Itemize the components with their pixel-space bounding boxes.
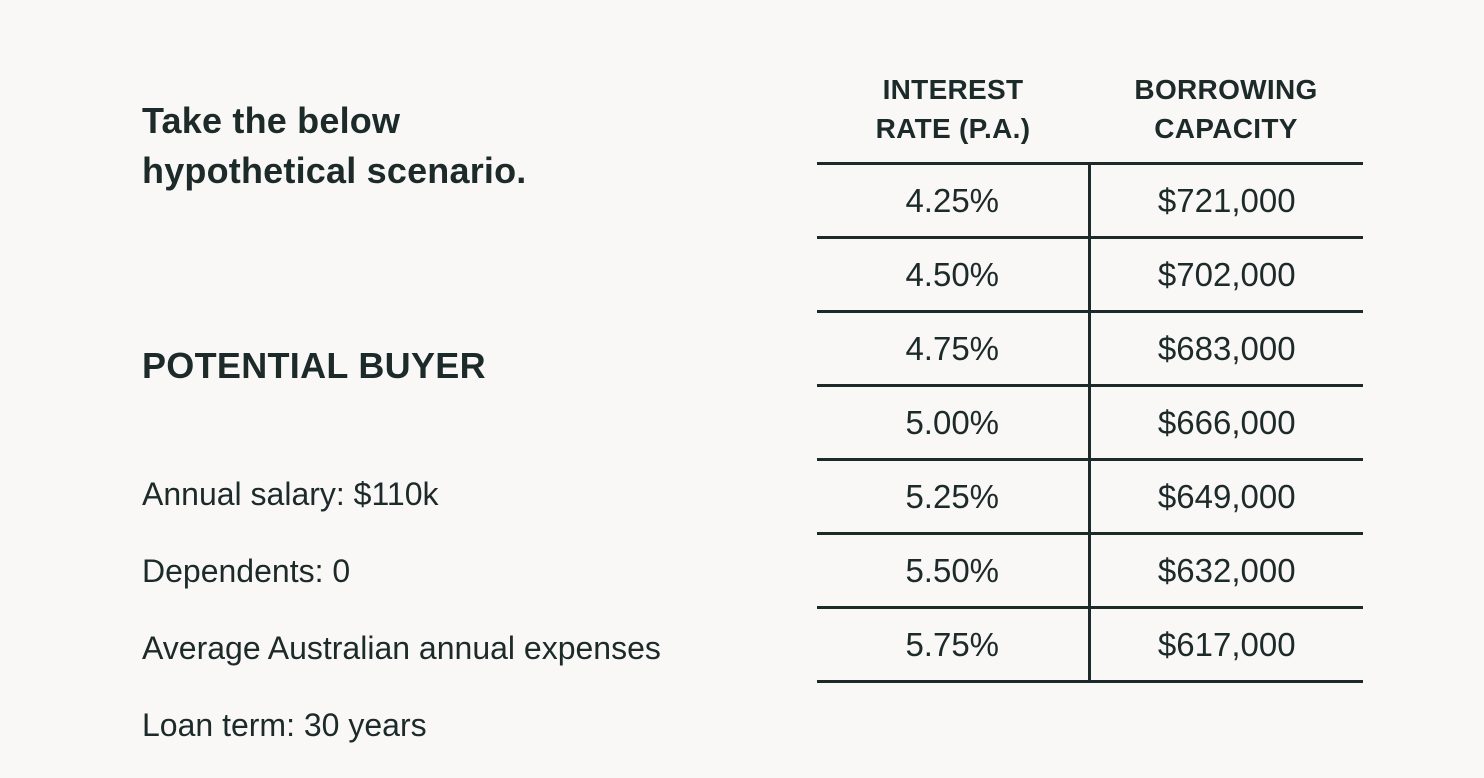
detail-expenses: Average Australian annual expenses (142, 630, 661, 666)
buyer-details-list: Annual salary: $110k Dependents: 0 Avera… (142, 470, 661, 778)
table-row: 5.25% $649,000 (817, 459, 1363, 535)
table-header-row: INTEREST RATE (P.A.) BORROWING CAPACITY (817, 70, 1363, 164)
header-rate-line-2: RATE (P.A.) (875, 113, 1031, 144)
table-row: 5.00% $666,000 (817, 385, 1363, 461)
detail-salary: Annual salary: $110k (142, 476, 439, 512)
intro-line-1: Take the below (142, 100, 401, 141)
detail-loan-term: Loan term: 30 years (142, 707, 427, 743)
table-row: 5.50% $632,000 (817, 533, 1363, 609)
table-row: 4.25% $721,000 (817, 163, 1363, 239)
rate-cell: 4.50% (817, 237, 1091, 313)
capacity-cell: $649,000 (1089, 459, 1363, 535)
borrowing-table-container: INTEREST RATE (P.A.) BORROWING CAPACITY … (817, 70, 1363, 683)
rate-cell: 5.00% (817, 385, 1091, 461)
rate-cell: 5.75% (817, 607, 1091, 683)
scenario-panel: Take the below hypothetical scenario. PO… (142, 96, 782, 743)
borrowing-capacity-table: INTEREST RATE (P.A.) BORROWING CAPACITY … (817, 70, 1363, 683)
capacity-cell: $721,000 (1089, 163, 1363, 239)
header-borrowing-capacity: BORROWING CAPACITY (1089, 70, 1363, 164)
section-title: POTENTIAL BUYER (142, 345, 486, 386)
detail-dependents: Dependents: 0 (142, 553, 351, 589)
rate-cell: 5.50% (817, 533, 1091, 609)
capacity-cell: $702,000 (1089, 237, 1363, 313)
header-capacity-line-2: CAPACITY (1154, 113, 1298, 144)
rate-cell: 4.75% (817, 311, 1091, 387)
table-row: 5.75% $617,000 (817, 607, 1363, 683)
intro-heading: Take the below hypothetical scenario. (142, 96, 782, 196)
rate-cell: 4.25% (817, 163, 1091, 239)
capacity-cell: $632,000 (1089, 533, 1363, 609)
table-row: 4.75% $683,000 (817, 311, 1363, 387)
capacity-cell: $666,000 (1089, 385, 1363, 461)
table-row: 4.50% $702,000 (817, 237, 1363, 313)
rate-cell: 5.25% (817, 459, 1091, 535)
intro-line-2: hypothetical scenario. (142, 150, 527, 191)
capacity-cell: $683,000 (1089, 311, 1363, 387)
header-capacity-line-1: BORROWING (1134, 74, 1318, 105)
header-rate-line-1: INTEREST (882, 74, 1024, 105)
capacity-cell: $617,000 (1089, 607, 1363, 683)
header-interest-rate: INTEREST RATE (P.A.) (817, 70, 1089, 164)
